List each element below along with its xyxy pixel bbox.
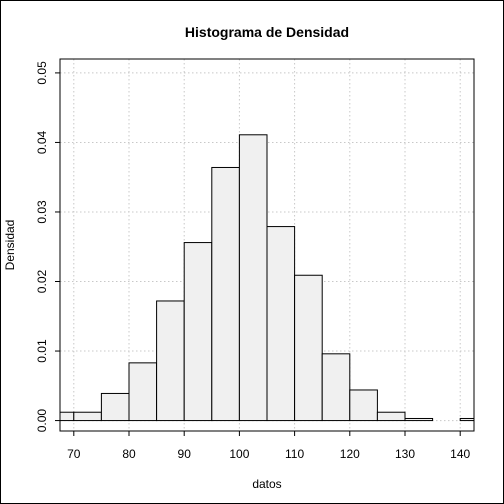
y-axis: 0.00 0.01 0.02 0.03 0.04 0.05 — [35, 61, 60, 432]
x-tick-label-6: 130 — [395, 447, 415, 461]
histogram-bar-3 — [128, 362, 158, 422]
y-tick-label-3: 0.03 — [35, 200, 49, 224]
x-tick-label-3: 100 — [229, 447, 249, 461]
histogram-bar-10 — [321, 353, 351, 422]
x-tick-label-4: 110 — [285, 447, 304, 461]
x-tick-label-0: 70 — [67, 447, 81, 461]
histogram-bar-6 — [211, 166, 240, 422]
histogram-bar-13 — [404, 417, 434, 422]
histogram-bar-7 — [238, 134, 268, 422]
histogram-bar-5 — [183, 242, 213, 422]
histogram-bar-12 — [376, 411, 406, 422]
x-tick-label-7: 140 — [450, 447, 470, 461]
plot-frame — [59, 58, 475, 432]
chart-title: Histograma de Densidad — [185, 24, 349, 40]
y-tick-label-0: 0.00 — [35, 409, 49, 433]
x-tick-label-1: 80 — [122, 447, 136, 461]
histogram-bar-8 — [266, 226, 296, 422]
y-tick-label-2: 0.02 — [35, 270, 49, 294]
histogram-bar-2 — [100, 392, 130, 422]
histogram-bar-11 — [349, 389, 378, 422]
y-tick-label-1: 0.01 — [35, 339, 49, 363]
x-tick-label-2: 90 — [178, 447, 192, 461]
x-axis: 70 80 90 100 110 120 130 140 — [67, 431, 471, 461]
y-axis-label: Densidad — [3, 220, 17, 271]
y-tick-label-4: 0.04 — [35, 130, 49, 154]
histogram-bar-1 — [73, 411, 102, 422]
histogram-bar-4 — [156, 300, 185, 422]
x-axis-label: datos — [252, 477, 281, 491]
x-tick-label-5: 120 — [340, 447, 360, 461]
histogram-bar-9 — [294, 274, 323, 422]
histogram-bar-15 — [459, 417, 474, 422]
y-tick-label-5: 0.05 — [35, 61, 49, 85]
histogram-bars — [60, 134, 474, 422]
